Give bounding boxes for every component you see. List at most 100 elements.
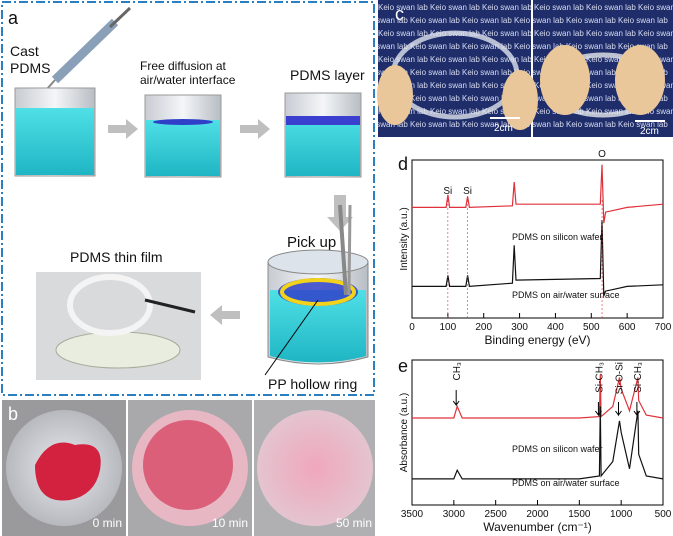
- beaker: [14, 87, 96, 177]
- step-label: PDMS: [10, 60, 50, 76]
- watermark: Keio swan lab: [430, 81, 480, 90]
- watermark: Keio swan lab: [514, 94, 564, 103]
- watermark: Keio swan lab: [410, 16, 460, 25]
- watermark: Keio swan lab: [638, 107, 673, 116]
- x-tick-label: 700: [655, 322, 672, 333]
- watermark: Keio swan lab: [410, 68, 460, 77]
- step-label: Pick up: [287, 234, 336, 251]
- watermark: Keio swan lab: [566, 94, 616, 103]
- watermark: Keio swan lab: [514, 120, 564, 129]
- watermark: Keio swan lab: [618, 120, 668, 129]
- y-axis-label: Absorbance (a.u.): [399, 393, 410, 473]
- x-axis-label: Binding energy (eV): [484, 333, 590, 347]
- watermark: Keio swan lab: [534, 29, 584, 38]
- series-label: PDMS on air/water surface: [512, 290, 620, 300]
- annotation: Si-CH₃: [633, 362, 644, 393]
- x-tick-label: 500: [583, 322, 600, 333]
- watermark: Keio swan lab: [430, 3, 480, 12]
- film-photos-overlay: [377, 30, 665, 130]
- panel-label: c: [395, 4, 404, 24]
- watermark: Keio swan lab: [378, 55, 428, 64]
- series-label: PDMS on silicon wafer: [512, 232, 603, 242]
- watermark: Keio swan lab: [638, 29, 673, 38]
- x-tick-label: 500: [655, 509, 672, 520]
- annotation: O: [598, 149, 606, 160]
- watermark: Keio swan lab: [462, 68, 512, 77]
- x-tick-label: 3500: [401, 509, 424, 520]
- beaker: [264, 204, 369, 376]
- step-label: air/water interface: [140, 73, 236, 87]
- x-axis-label: Wavenumber (cm⁻¹): [483, 520, 592, 534]
- watermark: Keio swan lab: [586, 81, 636, 90]
- annotation-arrow: [452, 390, 460, 407]
- watermark: Keio swan lab: [378, 3, 428, 12]
- step-label: Cast: [10, 43, 39, 59]
- watermark: Keio swan lab: [482, 3, 532, 12]
- watermark: Keio swan lab: [410, 42, 460, 51]
- watermark: Keio swan lab: [410, 94, 460, 103]
- watermark: Keio swan lab: [410, 120, 460, 129]
- watermark: Keio swan lab: [618, 16, 668, 25]
- watermark: Keio swan lab: [482, 29, 532, 38]
- x-tick-label: 600: [619, 322, 636, 333]
- panel-label: b: [8, 404, 18, 424]
- arrow: [210, 305, 240, 325]
- beaker: [144, 94, 222, 178]
- watermark: Keio swan lab: [430, 107, 480, 116]
- annotation-arrow: [615, 402, 622, 417]
- watermark: Keio swan lab: [586, 107, 636, 116]
- watermark: Keio swan lab: [358, 42, 408, 51]
- watermark: Keio swan lab: [638, 3, 673, 12]
- watermark: Keio swan lab: [514, 16, 564, 25]
- watermark: Keio swan lab: [534, 3, 584, 12]
- watermark: Keio swan lab: [566, 68, 616, 77]
- series-line: [412, 374, 664, 419]
- step-label: PDMS thin film: [70, 249, 163, 265]
- step-label: PP hollow ring: [268, 376, 357, 392]
- watermark: Keio swan lab: [462, 120, 512, 129]
- watermark: Keio swan lab: [430, 55, 480, 64]
- step-label: Free diffusion at: [140, 59, 226, 73]
- annotation: Si: [443, 186, 452, 197]
- x-tick-label: 0: [409, 322, 415, 333]
- watermark: Keio swan lab: [462, 16, 512, 25]
- watermark: Keio swan lab: [482, 55, 532, 64]
- x-tick-label: 100: [440, 322, 457, 333]
- annotation: CH₃: [452, 362, 463, 381]
- watermark: Keio swan lab: [514, 68, 564, 77]
- watermark: Keio swan lab: [566, 120, 616, 129]
- time-label: 10 min: [212, 516, 248, 530]
- panel-label: a: [8, 8, 19, 28]
- x-tick-label: 2000: [526, 509, 549, 520]
- watermark: Keio swan lab: [586, 3, 636, 12]
- series-line: [412, 164, 664, 224]
- watermark: Keio swan lab: [462, 94, 512, 103]
- step-label: PDMS layer: [290, 67, 365, 83]
- watermark: Keio swan lab: [586, 29, 636, 38]
- watermark: Keio swan lab: [514, 42, 564, 51]
- time-label: 50 min: [336, 516, 372, 530]
- film-photo: [36, 272, 201, 380]
- series-line: [412, 406, 664, 480]
- x-tick-label: 2500: [485, 509, 508, 520]
- dish-photos: [2, 400, 375, 536]
- x-tick-label: 3000: [443, 509, 466, 520]
- annotation-arrow: [595, 402, 602, 417]
- series-label: PDMS on silicon wafer: [512, 444, 603, 454]
- watermark: Keio swan lab: [566, 42, 616, 51]
- annotation-arrow: [633, 402, 641, 417]
- time-label: 0 min: [93, 516, 122, 530]
- watermark: Keio swan lab: [378, 29, 428, 38]
- watermark: Keio swan lab: [566, 16, 616, 25]
- annotation: Si-O-Si: [614, 362, 625, 394]
- x-tick-label: 200: [475, 322, 492, 333]
- panel-label: e: [398, 356, 408, 376]
- x-tick-label: 1500: [568, 509, 591, 520]
- annotation: Si: [463, 186, 472, 197]
- watermark: Keio swan lab: [462, 42, 512, 51]
- annotation: Si-CH₃: [594, 362, 605, 393]
- x-tick-label: 400: [547, 322, 564, 333]
- series-line: [412, 219, 664, 297]
- x-tick-label: 1000: [610, 509, 633, 520]
